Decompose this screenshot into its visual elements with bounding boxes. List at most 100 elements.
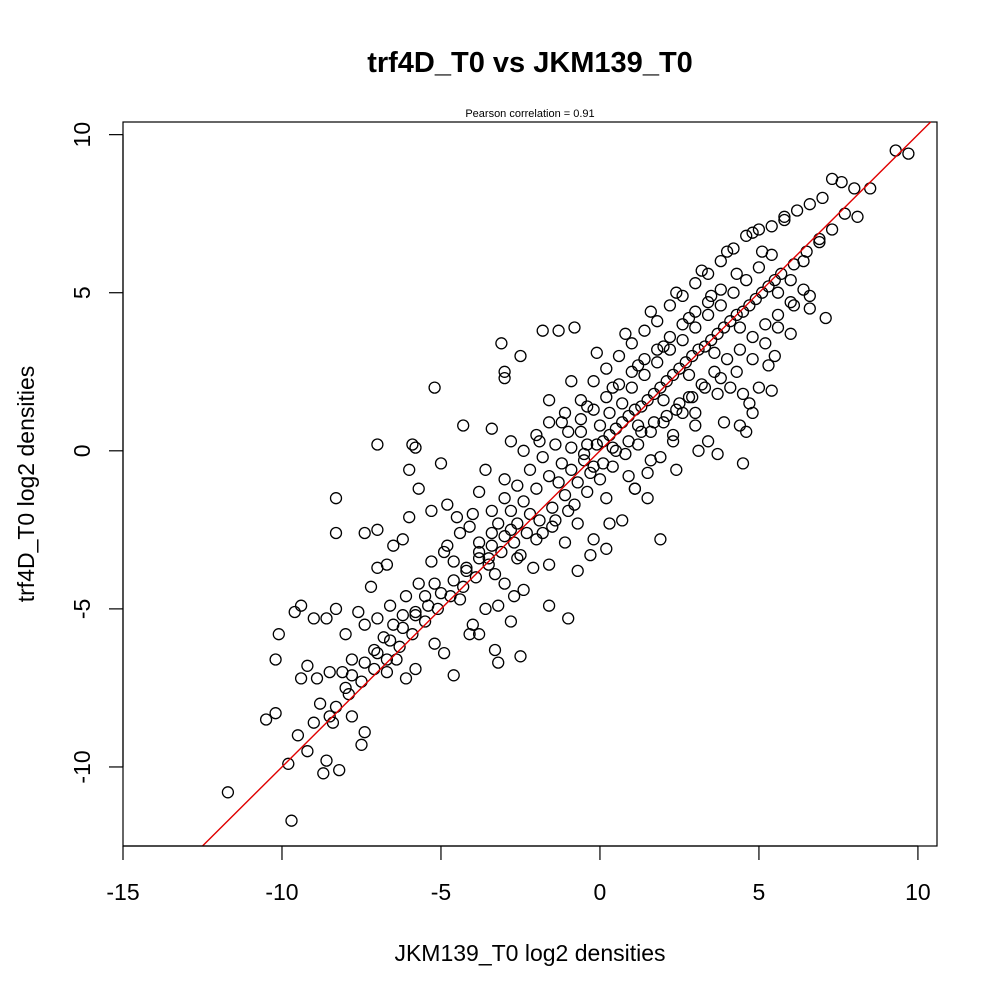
data-point xyxy=(740,229,753,242)
data-point xyxy=(542,416,556,429)
data-point xyxy=(542,394,556,407)
data-point xyxy=(663,299,677,312)
data-point xyxy=(574,394,588,407)
data-point xyxy=(730,308,743,322)
data-point xyxy=(571,517,584,530)
data-point xyxy=(825,223,839,236)
data-point xyxy=(743,397,756,410)
data-point xyxy=(848,182,861,195)
data-point xyxy=(628,403,642,416)
x-tick-label: -5 xyxy=(431,879,451,905)
data-point xyxy=(902,147,915,160)
data-point xyxy=(371,523,384,536)
data-point xyxy=(755,245,769,258)
data-point xyxy=(631,438,645,451)
data-point xyxy=(399,672,413,685)
data-point xyxy=(686,349,699,363)
data-point xyxy=(326,716,340,729)
data-point xyxy=(472,628,486,641)
data-point xyxy=(778,210,791,223)
data-point xyxy=(329,700,343,714)
data-point xyxy=(269,653,282,666)
data-point xyxy=(803,198,816,211)
data-point xyxy=(695,378,708,391)
data-point xyxy=(654,533,667,546)
data-point xyxy=(364,580,378,593)
data-point xyxy=(307,716,320,729)
data-point xyxy=(457,419,470,432)
data-point xyxy=(294,599,308,612)
data-point xyxy=(603,406,616,420)
data-point xyxy=(409,441,422,454)
data-point xyxy=(666,435,680,448)
data-point xyxy=(689,321,702,334)
data-point xyxy=(660,409,673,423)
data-point xyxy=(514,650,527,663)
data-point xyxy=(485,526,498,540)
data-point xyxy=(498,530,511,543)
data-point xyxy=(565,463,578,476)
data-point xyxy=(803,289,816,303)
data-point xyxy=(368,643,381,657)
data-point xyxy=(466,618,479,631)
data-point xyxy=(644,305,657,318)
data-point xyxy=(546,520,559,533)
data-point xyxy=(383,599,397,612)
data-point xyxy=(552,476,565,489)
data-point xyxy=(689,305,702,318)
data-point xyxy=(673,397,686,410)
plot-frame xyxy=(122,121,938,847)
data-point xyxy=(514,349,527,363)
data-point xyxy=(708,365,721,378)
data-point xyxy=(320,754,333,767)
data-point xyxy=(371,438,384,451)
data-point xyxy=(441,539,454,552)
data-point xyxy=(498,492,511,505)
points-layer xyxy=(221,144,915,827)
data-point xyxy=(641,394,654,407)
data-point xyxy=(616,397,629,410)
data-point xyxy=(631,359,645,372)
data-point xyxy=(507,590,521,603)
data-point xyxy=(472,536,486,549)
data-point xyxy=(616,514,629,527)
data-point xyxy=(593,473,607,486)
data-point xyxy=(666,368,680,382)
data-point xyxy=(647,387,661,401)
data-point xyxy=(422,599,435,612)
data-point xyxy=(635,425,648,438)
data-point xyxy=(517,495,530,508)
data-point xyxy=(457,580,470,593)
data-point xyxy=(603,428,616,442)
data-point xyxy=(733,343,747,356)
data-point xyxy=(581,400,594,413)
data-point xyxy=(698,340,712,353)
data-point xyxy=(333,763,346,777)
data-point xyxy=(651,356,664,369)
data-point xyxy=(310,672,324,685)
data-point xyxy=(676,333,689,347)
data-point xyxy=(460,564,473,578)
data-point xyxy=(689,406,702,420)
data-point xyxy=(714,299,727,312)
data-point xyxy=(412,482,425,495)
data-point xyxy=(358,618,371,631)
data-point xyxy=(762,359,775,372)
data-point xyxy=(329,602,343,616)
data-point xyxy=(542,599,556,612)
data-point xyxy=(784,296,797,309)
data-point xyxy=(371,612,384,625)
data-point xyxy=(660,375,673,388)
data-point xyxy=(682,311,696,325)
data-point xyxy=(301,659,314,672)
y-tick-label: 5 xyxy=(69,286,95,299)
data-point xyxy=(590,346,603,359)
data-point xyxy=(285,814,298,827)
data-point xyxy=(759,318,772,331)
data-point xyxy=(600,492,613,505)
data-point xyxy=(527,561,540,574)
data-point xyxy=(765,220,778,233)
data-point xyxy=(409,662,422,676)
data-point xyxy=(383,634,397,647)
data-point xyxy=(816,191,829,205)
